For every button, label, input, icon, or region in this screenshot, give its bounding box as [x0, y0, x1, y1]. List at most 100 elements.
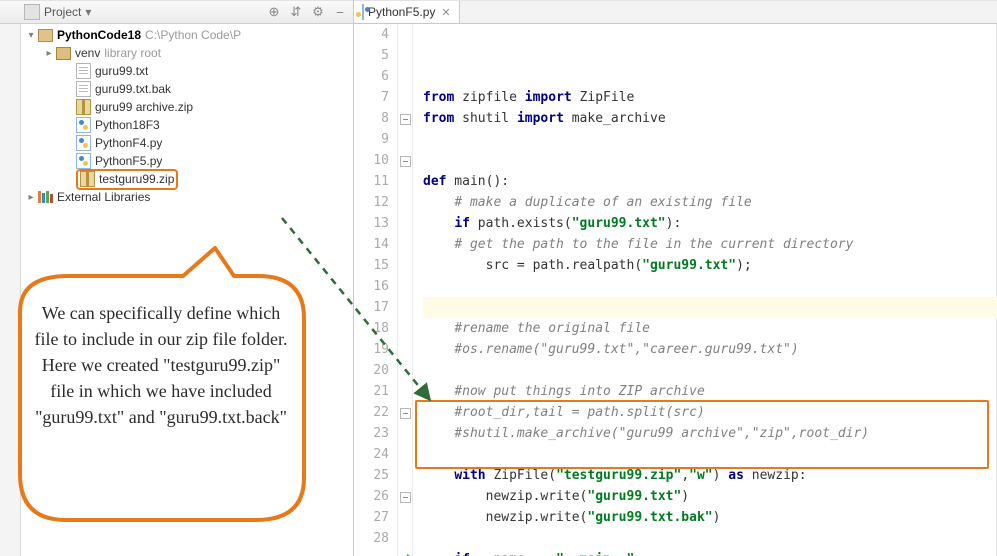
code-line[interactable]: #root_dir,tail = path.split(src) — [423, 402, 997, 423]
project-file[interactable]: Python18F3 — [20, 116, 353, 134]
root-name: PythonCode18 — [57, 28, 141, 42]
fold-icon[interactable] — [400, 492, 411, 503]
code-line[interactable]: # make a duplicate of an existing file — [423, 192, 997, 213]
line-number: 11 — [354, 171, 389, 192]
line-number: 21 — [354, 381, 389, 402]
code-line[interactable]: newzip.write("guru99.txt.bak") — [423, 507, 997, 528]
project-dropdown-icon[interactable]: ▾ — [85, 5, 91, 19]
line-number: 6 — [354, 66, 389, 87]
zip-file-icon — [76, 99, 91, 115]
expander-icon[interactable]: ▸ — [42, 48, 56, 59]
zip-file-icon — [80, 171, 95, 187]
file-label: guru99 archive.zip — [95, 100, 193, 114]
hide-icon[interactable]: ⎯ — [333, 5, 347, 19]
highlighted-file: testguru99.zip — [76, 169, 178, 190]
project-icon — [24, 4, 40, 20]
code-line[interactable] — [423, 528, 997, 549]
line-number: 25 — [354, 465, 389, 486]
txt-file-icon — [76, 63, 91, 79]
line-number: 15 — [354, 255, 389, 276]
code-line[interactable]: #shutil.make_archive("guru99 archive","z… — [423, 423, 997, 444]
py-file-icon — [76, 135, 91, 151]
code-line[interactable]: #rename the original file — [423, 318, 997, 339]
line-number: 28 — [354, 528, 389, 549]
folder-icon — [38, 29, 53, 42]
external-lib-label: External Libraries — [57, 190, 150, 204]
editor-tabbar: PythonF5.py ✕ — [354, 0, 997, 24]
code-line[interactable] — [423, 444, 997, 465]
py-file-icon — [76, 153, 91, 169]
callout-text: We can specifically define which file to… — [30, 300, 292, 430]
line-number: 10 — [354, 150, 389, 171]
code-line[interactable]: with ZipFile("testguru99.zip","w") as ne… — [423, 465, 997, 486]
root-path: C:\Python Code\P — [145, 28, 241, 42]
line-number: 8 — [354, 108, 389, 129]
code-line[interactable]: from shutil import make_archive — [423, 108, 997, 129]
code-line[interactable] — [423, 297, 997, 318]
line-number: 27 — [354, 507, 389, 528]
project-file[interactable]: PythonF5.py — [20, 152, 353, 170]
project-file[interactable]: guru99.txt — [20, 62, 353, 80]
project-file[interactable]: guru99 archive.zip — [20, 98, 353, 116]
editor-tab[interactable]: PythonF5.py ✕ — [354, 1, 460, 23]
project-file[interactable]: testguru99.zip — [20, 170, 353, 188]
code-line[interactable] — [423, 360, 997, 381]
target-icon[interactable]: ⊕ — [267, 5, 281, 19]
project-toolbar: ⊕ ⇵ ⚙ ⎯ — [267, 5, 353, 19]
line-number: 26 — [354, 486, 389, 507]
code-area[interactable]: from zipfile import ZipFilefrom shutil i… — [413, 24, 997, 556]
file-label: guru99.txt — [95, 64, 148, 78]
line-number: 5 — [354, 45, 389, 66]
file-label: PythonF5.py — [95, 154, 162, 168]
external-libraries[interactable]: ▸ External Libraries — [20, 188, 353, 206]
code-line[interactable]: from zipfile import ZipFile — [423, 87, 997, 108]
code-line[interactable] — [423, 276, 997, 297]
line-number-gutter: 4567891011121314151617181920212223242526… — [354, 24, 398, 556]
fold-icon[interactable] — [400, 408, 411, 419]
tab-filename: PythonF5.py — [368, 5, 435, 19]
line-number: 18 — [354, 318, 389, 339]
project-file[interactable]: guru99.txt.bak — [20, 80, 353, 98]
fold-icon[interactable] — [400, 156, 411, 167]
code-line[interactable]: # get the path to the file in the curren… — [423, 234, 997, 255]
project-file[interactable]: PythonF4.py — [20, 134, 353, 152]
code-line[interactable]: if path.exists("guru99.txt"): — [423, 213, 997, 234]
code-line[interactable]: src = path.realpath("guru99.txt"); — [423, 255, 997, 276]
file-label: PythonF4.py — [95, 136, 162, 150]
line-number: 9 — [354, 129, 389, 150]
line-number: 17 — [354, 297, 389, 318]
fold-icon[interactable] — [400, 114, 411, 125]
venv-label: venv — [75, 46, 100, 60]
code-line[interactable]: #now put things into ZIP archive — [423, 381, 997, 402]
file-label: Python18F3 — [95, 118, 160, 132]
py-file-icon — [76, 117, 91, 133]
code-line[interactable] — [423, 129, 997, 150]
line-number: 19 — [354, 339, 389, 360]
expander-icon[interactable]: ▾ — [24, 30, 38, 41]
library-icon — [38, 191, 53, 203]
line-number: 16 — [354, 276, 389, 297]
code-line[interactable]: def main(): — [423, 171, 997, 192]
code-line[interactable]: #os.rename("guru99.txt","career.guru99.t… — [423, 339, 997, 360]
collapse-icon[interactable]: ⇵ — [289, 5, 303, 19]
code-line[interactable]: newzip.write("guru99.txt") — [423, 486, 997, 507]
code-editor[interactable]: 4567891011121314151617181920212223242526… — [354, 24, 997, 556]
code-line[interactable] — [423, 150, 997, 171]
close-icon[interactable]: ✕ — [441, 6, 450, 19]
folder-icon — [56, 47, 71, 60]
project-header: Project ▾ ⊕ ⇵ ⚙ ⎯ — [0, 0, 353, 24]
line-number: 13 — [354, 213, 389, 234]
project-panel-title: Project — [44, 5, 81, 19]
fold-strip — [398, 24, 413, 556]
project-root[interactable]: ▾ PythonCode18 C:\Python Code\P — [20, 26, 353, 44]
expander-icon[interactable]: ▸ — [24, 192, 38, 203]
code-line[interactable]: if __name__=="__main__": — [423, 549, 997, 556]
gear-icon[interactable]: ⚙ — [311, 5, 325, 19]
venv-folder[interactable]: ▸ venv library root — [20, 44, 353, 62]
venv-hint: library root — [104, 46, 161, 60]
txt-file-icon — [76, 81, 91, 97]
line-number: 24 — [354, 444, 389, 465]
line-number: 4 — [354, 24, 389, 45]
python-file-icon — [362, 4, 364, 20]
line-number: 12 — [354, 192, 389, 213]
